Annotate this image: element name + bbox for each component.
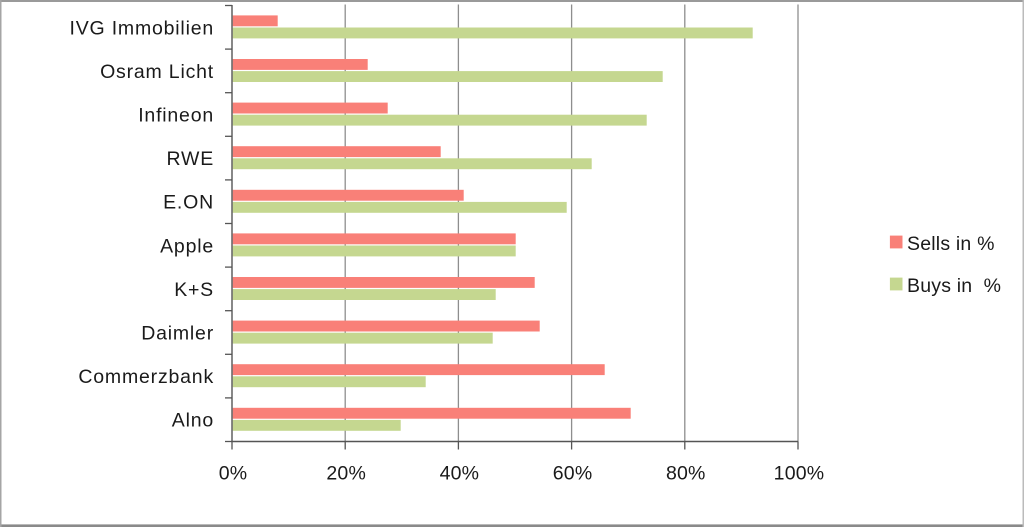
svg-text:Osram Licht: Osram Licht bbox=[100, 61, 214, 83]
svg-text:40%: 40% bbox=[440, 463, 480, 485]
svg-text:20%: 20% bbox=[326, 463, 366, 485]
svg-text:Apple: Apple bbox=[160, 235, 214, 257]
svg-text:100%: 100% bbox=[774, 463, 825, 485]
svg-text:Buys in %: Buys in % bbox=[907, 275, 1001, 297]
svg-text:Sells in %: Sells in % bbox=[907, 233, 995, 255]
svg-text:K+S: K+S bbox=[174, 279, 214, 301]
svg-text:RWE: RWE bbox=[166, 148, 214, 170]
svg-text:Daimler: Daimler bbox=[141, 323, 214, 345]
svg-text:Alno: Alno bbox=[172, 410, 214, 432]
svg-text:0%: 0% bbox=[219, 463, 248, 485]
svg-text:Infineon: Infineon bbox=[138, 105, 214, 127]
svg-text:Commerzbank: Commerzbank bbox=[78, 366, 214, 388]
svg-text:IVG Immobilien: IVG Immobilien bbox=[70, 17, 215, 39]
svg-text:60%: 60% bbox=[553, 463, 593, 485]
svg-text:80%: 80% bbox=[666, 463, 706, 485]
svg-text:E.ON: E.ON bbox=[163, 192, 214, 214]
